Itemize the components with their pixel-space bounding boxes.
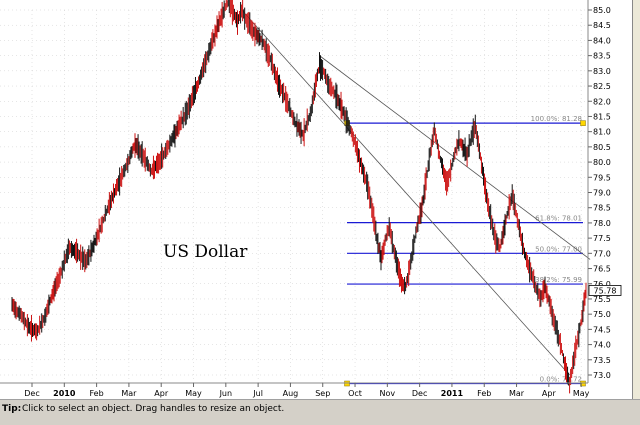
y-tick-label: 78.5 bbox=[593, 204, 611, 213]
fib-label: 0.0%: 72.72 bbox=[540, 376, 582, 384]
y-tick-label: 79.5 bbox=[593, 173, 611, 182]
y-tick-label: 83.5 bbox=[593, 52, 611, 61]
resize-handle[interactable] bbox=[580, 380, 586, 387]
y-tick-label: 74.5 bbox=[593, 325, 611, 334]
resize-handle[interactable] bbox=[580, 120, 586, 126]
price-series bbox=[11, 0, 587, 394]
x-tick-label: Apr bbox=[154, 389, 169, 398]
x-tick-label: Dec bbox=[24, 389, 39, 398]
y-tick-label: 82.5 bbox=[593, 82, 611, 91]
last-price-label: 75.78 bbox=[594, 286, 617, 295]
x-tick-label: 2011 bbox=[441, 389, 464, 398]
fib-label: 50.0%: 77.00 bbox=[535, 245, 582, 253]
y-tick-label: 85.0 bbox=[593, 6, 611, 15]
y-tick-label: 77.0 bbox=[593, 249, 611, 258]
y-tick-label: 76.0 bbox=[593, 280, 611, 289]
y-tick-label: 80.0 bbox=[593, 158, 611, 167]
x-tick-label: Nov bbox=[380, 389, 396, 398]
x-tick-label: Oct bbox=[348, 389, 362, 398]
y-tick-label: 79.0 bbox=[593, 189, 611, 198]
y-tick-label: 75.5 bbox=[593, 295, 611, 304]
x-tick-label: Feb bbox=[477, 389, 491, 398]
y-tick-label: 81.0 bbox=[593, 128, 611, 137]
y-tick-label: 80.5 bbox=[593, 143, 611, 152]
trend-line-lower[interactable] bbox=[241, 9, 570, 376]
fib-label: 100.0%: 81.28 bbox=[531, 115, 582, 123]
price-chart[interactable]: 100.0%: 81.28 61.8%: 78.01 50.0%: 77.00 38.… bbox=[0, 0, 640, 399]
scrollbar[interactable] bbox=[632, 0, 640, 399]
chart-title: US Dollar bbox=[163, 242, 248, 262]
fib-label: 38.2%: 75.99 bbox=[535, 276, 582, 284]
x-tick-label: May bbox=[573, 389, 590, 398]
y-tick-label: 74.0 bbox=[593, 341, 611, 350]
y-tick-label: 84.5 bbox=[593, 21, 611, 30]
x-tick-label: Jul bbox=[252, 389, 263, 398]
x-tick-label: Dec bbox=[412, 389, 427, 398]
axis-layer: 85.0 84.5 84.0 83.5 83.0 82.5 82.0 81.5 81.0 80.5… bbox=[0, 0, 622, 398]
plot-area bbox=[0, 0, 588, 383]
status-bar: Tip: Click to select an object. Drag han… bbox=[0, 399, 640, 425]
y-tick-label: 73.5 bbox=[593, 356, 611, 365]
x-tick-label: Aug bbox=[283, 389, 299, 398]
y-tick-label: 77.5 bbox=[593, 234, 611, 243]
y-tick-label: 84.0 bbox=[593, 36, 611, 45]
x-tick-label: Apr bbox=[542, 389, 557, 398]
y-tick-label: 73.0 bbox=[593, 371, 611, 380]
fib-label: 61.8%: 78.01 bbox=[535, 215, 582, 223]
last-price-box bbox=[588, 285, 622, 296]
tip-label: Tip: bbox=[2, 404, 22, 414]
x-tick-label: 2010 bbox=[53, 389, 76, 398]
x-tick-label: Mar bbox=[121, 389, 137, 398]
y-tick-label: 78.0 bbox=[593, 219, 611, 228]
fibonacci-retracement[interactable]: 100.0%: 81.28 61.8%: 78.01 50.0%: 77.00 38.… bbox=[344, 115, 586, 387]
x-tick-label: Sep bbox=[315, 389, 330, 398]
x-tick-label: Feb bbox=[90, 389, 104, 398]
y-tick-label: 75.0 bbox=[593, 310, 611, 319]
tip-text: Click to select an object. Drag handles … bbox=[22, 404, 285, 414]
x-tick-label: Jun bbox=[219, 389, 233, 398]
y-tick-label: 81.5 bbox=[593, 112, 611, 121]
resize-handle[interactable] bbox=[344, 380, 350, 387]
x-tick-label: May bbox=[185, 389, 202, 398]
y-tick-label: 76.5 bbox=[593, 265, 611, 274]
y-tick-label: 83.0 bbox=[593, 67, 611, 76]
x-tick-label: Mar bbox=[509, 389, 525, 398]
y-tick-label: 82.0 bbox=[593, 97, 611, 106]
